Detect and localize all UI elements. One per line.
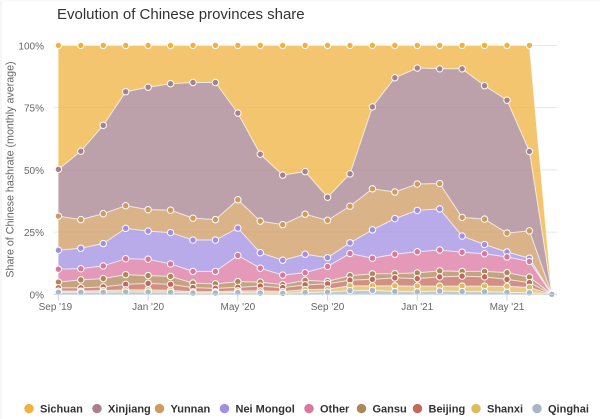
svg-text:Other: Other: [320, 403, 350, 415]
svg-text:Evolution of Chinese provinces: Evolution of Chinese provinces share: [57, 6, 305, 23]
svg-text:25%: 25%: [24, 228, 44, 239]
svg-text:Qinghai: Qinghai: [548, 403, 589, 415]
svg-text:75%: 75%: [24, 104, 44, 115]
svg-text:Xinjiang: Xinjiang: [108, 403, 151, 415]
svg-text:Shanxi: Shanxi: [487, 403, 523, 415]
svg-text:Share of Chinese hashrate (mon: Share of Chinese hashrate (monthly avera…: [5, 61, 17, 277]
svg-text:Nei Mongol: Nei Mongol: [236, 403, 295, 415]
svg-text:100%: 100%: [18, 41, 44, 52]
svg-text:0%: 0%: [30, 290, 45, 301]
svg-text:Jan '21: Jan '21: [401, 302, 433, 313]
svg-text:May '21: May '21: [490, 302, 525, 313]
svg-text:Gansu: Gansu: [373, 403, 407, 415]
svg-text:Jan '20: Jan '20: [132, 302, 164, 313]
svg-text:Yunnan: Yunnan: [171, 403, 211, 415]
svg-text:May '20: May '20: [220, 302, 255, 313]
svg-text:Sep '19: Sep '19: [39, 302, 73, 313]
svg-text:Sichuan: Sichuan: [40, 403, 83, 415]
svg-text:50%: 50%: [24, 166, 44, 177]
svg-text:Beijing: Beijing: [429, 403, 466, 415]
svg-text:Sep '20: Sep '20: [311, 302, 345, 313]
